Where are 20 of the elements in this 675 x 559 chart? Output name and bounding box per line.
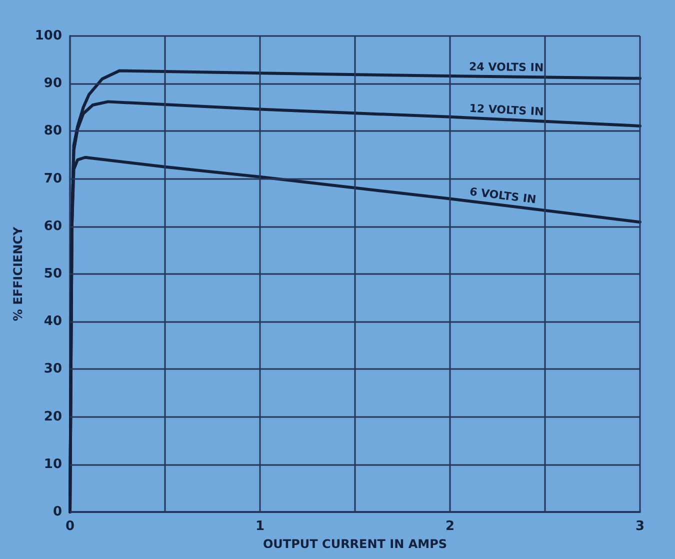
y-tick-label: 50 bbox=[44, 266, 62, 282]
x-tick-label: 2 bbox=[445, 519, 455, 534]
y-tick-label: 60 bbox=[44, 218, 62, 234]
series-label: 24 VOLTS IN bbox=[468, 60, 544, 74]
y-tick-label: 30 bbox=[44, 362, 62, 377]
y-tick-label: 70 bbox=[44, 171, 62, 186]
x-tick-label: 3 bbox=[635, 519, 645, 534]
y-tick-label: 20 bbox=[44, 409, 62, 424]
y-tick-label: 80 bbox=[44, 124, 62, 139]
x-tick-label: 1 bbox=[255, 519, 265, 534]
y-tick-label: 10 bbox=[44, 456, 62, 472]
x-axis-title: OUTPUT CURRENT IN AMPS bbox=[262, 536, 448, 551]
y-tick-label: 90 bbox=[44, 76, 62, 92]
x-tick-label: 0 bbox=[65, 519, 75, 534]
series-label: 12 VOLTS IN bbox=[468, 102, 544, 118]
text: 6 VOLTS IN bbox=[468, 185, 537, 206]
y-tick-label: 40 bbox=[44, 314, 62, 330]
y-axis-title: % EFFICIENCY bbox=[10, 226, 25, 322]
y-tick-label: 100 bbox=[34, 28, 62, 44]
y-tick-label: 0 bbox=[52, 504, 62, 520]
